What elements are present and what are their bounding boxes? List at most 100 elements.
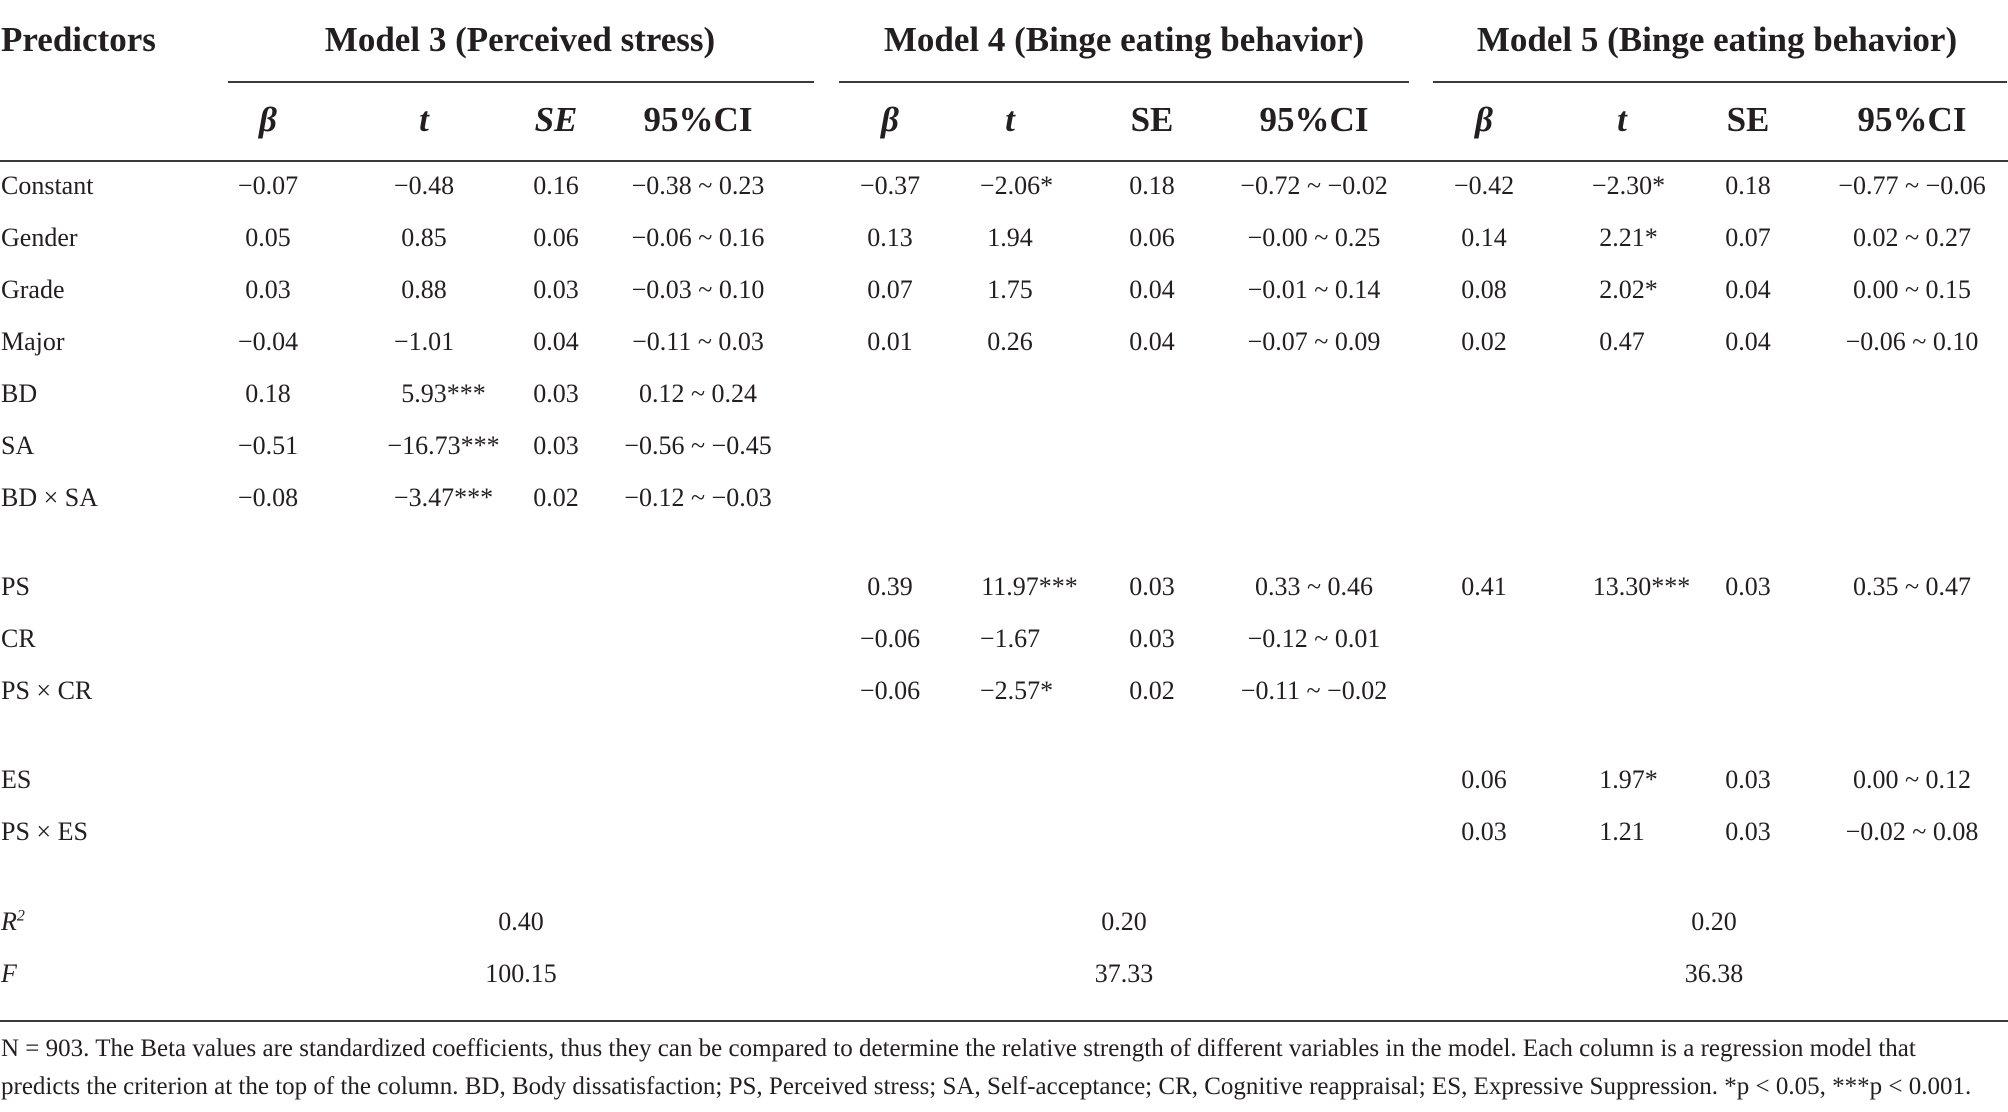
cell-m3-t: 5.93 ***	[401, 379, 486, 409]
cell-m3-t: 0.88	[401, 275, 447, 305]
cell-m3-beta: −0.51	[238, 431, 298, 461]
cell-value: 0.08	[1461, 275, 1507, 304]
cell-value: −0.12 ~ 0.01	[1247, 624, 1381, 653]
cell-m4-se: 0.03	[1129, 572, 1175, 602]
cell-m3-beta: −0.08	[238, 483, 298, 513]
cell-m4-beta: 0.39	[867, 572, 913, 602]
cell-value: 1.21	[1599, 817, 1645, 846]
cell-value: −0.06 ~ 0.10	[1845, 327, 1979, 356]
cell-m4-se: 0.03	[1129, 624, 1175, 654]
cell-m3-beta: 0.03	[245, 275, 291, 305]
cell-m3-t: −16.73 ***	[387, 431, 499, 461]
cell-value: −0.06 ~ 0.16	[631, 223, 765, 252]
cell-m5-beta: 0.41	[1461, 572, 1507, 602]
cell-value: 0.00 ~ 0.15	[1852, 275, 1972, 304]
cell-m5-se: 0.07	[1725, 223, 1771, 253]
row-label: ES	[1, 765, 32, 794]
r2-model-4: 0.20	[1101, 907, 1147, 936]
cell-value: 0.03	[1461, 817, 1507, 846]
row-label: PS × ES	[1, 817, 88, 846]
significance-marker: ***	[460, 431, 500, 460]
cell-m3-se: 0.04	[533, 327, 579, 357]
cell-m4-t: 1.94	[987, 223, 1033, 253]
cell-value: 0.07	[1725, 223, 1771, 252]
cell-value: 0.03	[1725, 817, 1771, 846]
cell-value: 0.18	[1725, 171, 1771, 200]
r2-label: R2	[1, 907, 25, 937]
cell-m3-t: −1.01	[394, 327, 454, 357]
cell-value: 0.03	[1725, 572, 1771, 601]
f-model-5: 36.38	[1684, 959, 1744, 988]
cell-m5-se: 0.03	[1725, 817, 1771, 847]
cell-m4-t: 1.75	[987, 275, 1033, 305]
cell-value: 0.02 ~ 0.27	[1852, 223, 1972, 252]
cell-value: −0.37	[859, 171, 921, 200]
cell-value: 0.03	[533, 379, 579, 408]
cell-m4-ci: 0.33 ~ 0.46	[1255, 572, 1373, 602]
cell-value: −0.01 ~ 0.14	[1247, 275, 1381, 304]
cell-m3-t: −0.48	[394, 171, 454, 201]
cell-value: 0.39	[867, 572, 913, 601]
row-label: Constant	[1, 171, 94, 200]
cell-value: −0.04	[237, 327, 299, 356]
cell-value: −0.00 ~ 0.25	[1247, 223, 1381, 252]
cell-m3-beta: −0.07	[238, 171, 298, 201]
cell-value: −0.12 ~ −0.03	[624, 483, 772, 512]
cell-value: −0.56 ~ −0.45	[624, 431, 772, 460]
cell-value: 0.00 ~ 0.12	[1852, 765, 1972, 794]
cell-m5-t: 2.02 *	[1599, 275, 1658, 305]
subheader-m3-ci: 95%CI	[643, 100, 753, 139]
subheader-m5-beta: β	[1475, 100, 1493, 139]
cell-m5-beta: −0.42	[1454, 171, 1514, 201]
cell-value: −0.08	[237, 483, 299, 512]
cell-value: 0.04	[1129, 275, 1175, 304]
cell-value: 0.04	[1725, 275, 1771, 304]
significance-marker: *	[1040, 676, 1054, 705]
cell-m5-beta: 0.06	[1461, 765, 1507, 795]
cell-m3-ci: −0.06 ~ 0.16	[632, 223, 765, 253]
cell-m5-t: 2.21 *	[1599, 223, 1658, 253]
cell-value: −0.51	[237, 431, 299, 460]
significance-marker: *	[1644, 765, 1658, 794]
cell-value: 0.03	[1129, 624, 1175, 653]
cell-m4-beta: −0.06	[860, 624, 920, 654]
row-label: PS	[1, 572, 30, 601]
cell-m3-ci: −0.12 ~ −0.03	[624, 483, 771, 513]
subheader-m4-se: SE	[1130, 100, 1174, 139]
cell-value: −0.42	[1453, 171, 1515, 200]
cell-value: −0.03 ~ 0.10	[631, 275, 765, 304]
cell-value: 0.04	[533, 327, 579, 356]
cell-m4-t: −1.67	[980, 624, 1040, 654]
cell-m5-beta: 0.03	[1461, 817, 1507, 847]
model-3-underline	[228, 81, 814, 83]
cell-value: −0.07 ~ 0.09	[1247, 327, 1381, 356]
cell-m5-beta: 0.08	[1461, 275, 1507, 305]
cell-value: 1.75	[987, 275, 1033, 304]
subheader-m4-beta: β	[881, 100, 899, 139]
cell-value: 5.93	[401, 379, 447, 408]
f-model-4: 37.33	[1094, 959, 1154, 988]
cell-value: −16.73	[387, 431, 461, 460]
cell-m4-beta: 0.13	[867, 223, 913, 253]
cell-m5-se: 0.03	[1725, 572, 1771, 602]
subheader-m5-se: SE	[1726, 100, 1770, 139]
cell-value: 0.04	[1725, 327, 1771, 356]
cell-value: 0.05	[245, 223, 291, 252]
cell-value: −0.06	[859, 624, 921, 653]
cell-m4-ci: −0.11 ~ −0.02	[1241, 676, 1387, 706]
model-3-header: Model 3 (Perceived stress)	[324, 20, 716, 59]
cell-value: −0.07	[237, 171, 299, 200]
cell-value: 1.94	[987, 223, 1033, 252]
subheader-m3-t: t	[419, 100, 429, 139]
cell-m5-ci: 0.00 ~ 0.12	[1853, 765, 1971, 795]
cell-m4-se: 0.04	[1129, 275, 1175, 305]
row-label: SA	[1, 431, 35, 460]
cell-m4-se: 0.18	[1129, 171, 1175, 201]
cell-m4-beta: −0.06	[860, 676, 920, 706]
cell-value: −0.11 ~ 0.03	[632, 327, 764, 356]
cell-value: −2.06	[979, 171, 1041, 200]
f-model-3: 100.15	[485, 959, 557, 988]
cell-value: −3.47	[393, 483, 455, 512]
cell-m5-ci: 0.00 ~ 0.15	[1853, 275, 1971, 305]
cell-m5-ci: −0.06 ~ 0.10	[1846, 327, 1979, 357]
